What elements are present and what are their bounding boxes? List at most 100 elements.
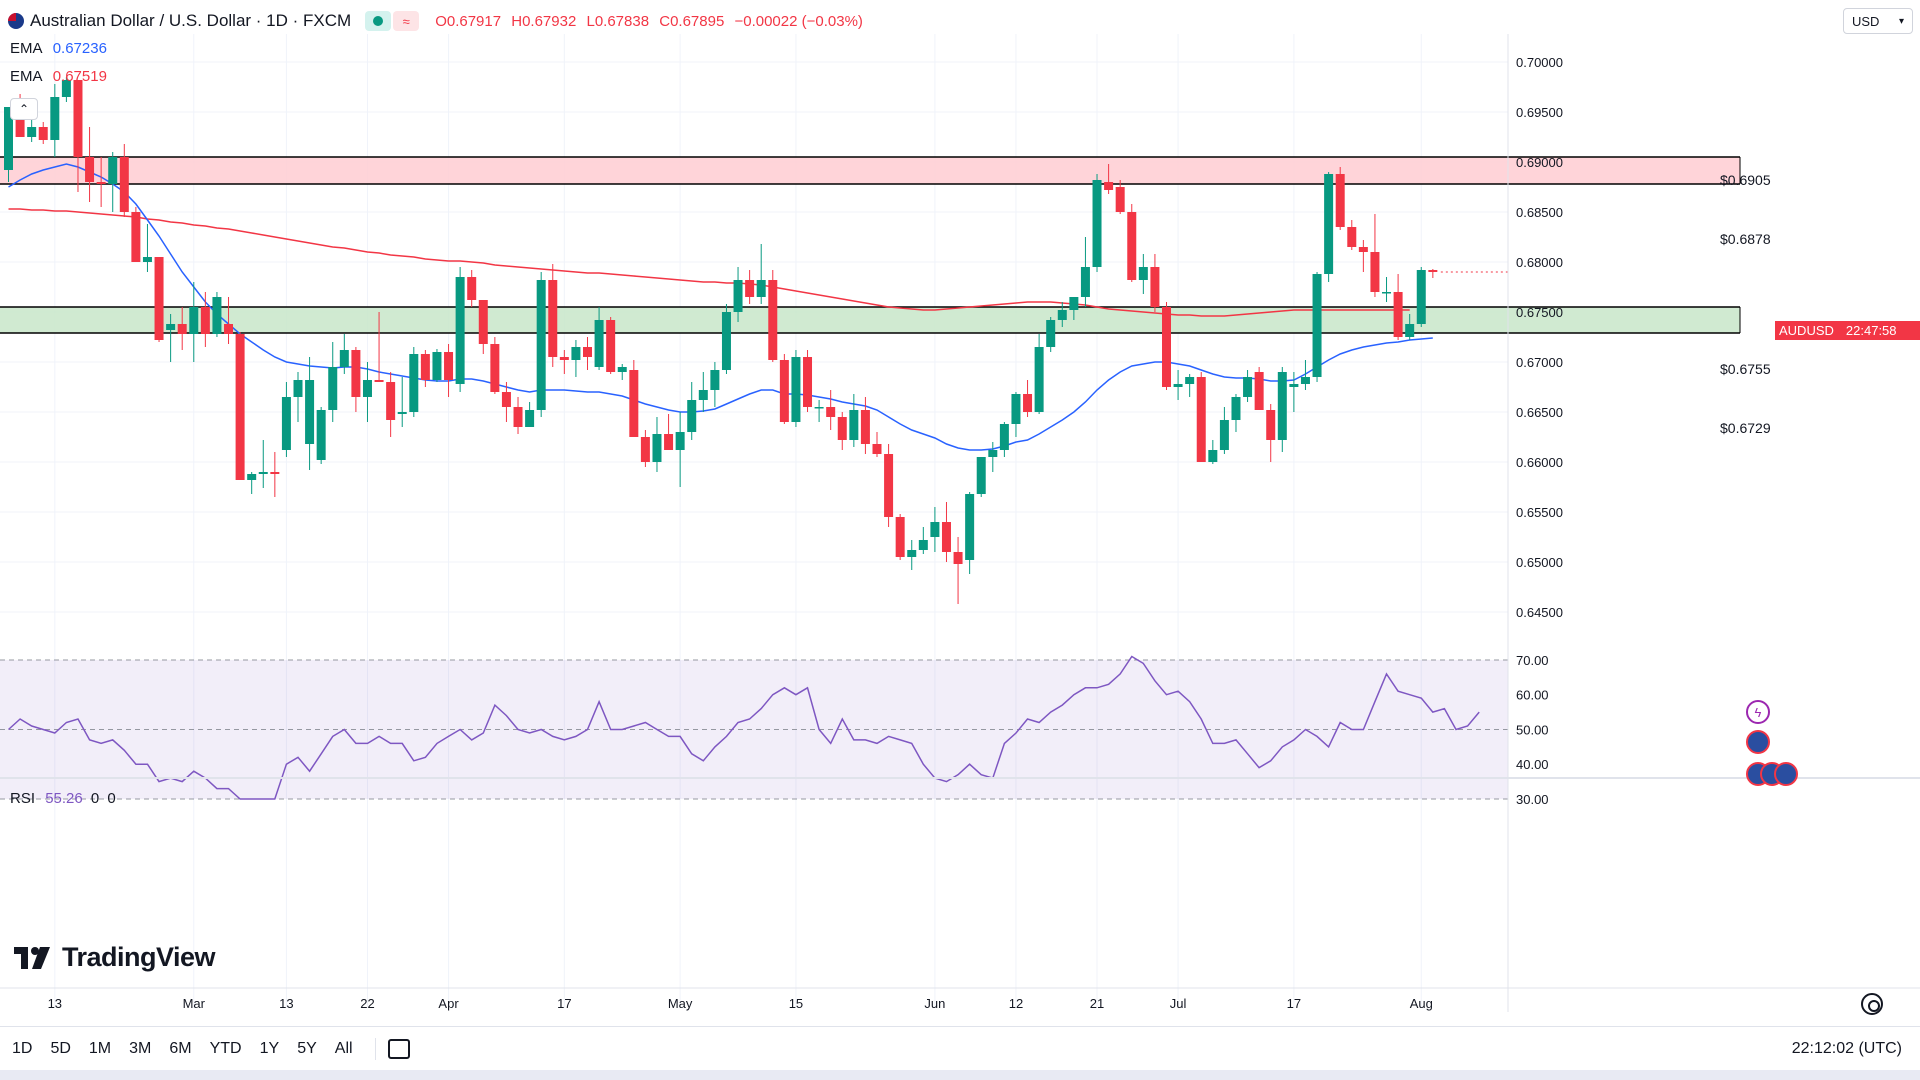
ema-slow-value: 0.67519 <box>52 68 107 85</box>
bear-candle <box>444 344 454 397</box>
candle-body <box>478 300 488 344</box>
candle-body <box>953 552 963 564</box>
bull-candle <box>142 224 152 272</box>
timeframe-3m[interactable]: 3M <box>129 1039 152 1057</box>
bear-candle <box>177 307 187 350</box>
candle-body <box>397 412 407 414</box>
candle-body <box>61 80 71 97</box>
candle-body <box>432 352 442 380</box>
price-tag-time: 22:47:58 <box>1845 323 1897 338</box>
candle-body <box>1300 377 1310 384</box>
candle-body <box>1277 372 1287 440</box>
candle-body <box>1023 394 1033 412</box>
bear-candle <box>235 332 245 480</box>
bull-candle <box>339 334 349 374</box>
candle-body <box>142 257 152 262</box>
tradingview-logo[interactable]: TradingView <box>14 942 216 973</box>
collapse-legend-button[interactable]: ⌃ <box>10 98 38 120</box>
bull-candle <box>212 292 222 337</box>
candle-body <box>1370 252 1380 292</box>
ema-fast-legend[interactable]: EMA 0.67236 <box>10 40 107 57</box>
candle-body <box>640 437 650 462</box>
candle-body <box>860 410 870 444</box>
candle-body <box>594 320 604 367</box>
candle-body <box>4 107 13 170</box>
bull-candle <box>1034 334 1044 414</box>
candle-body <box>1428 270 1438 272</box>
currency-selector[interactable]: USD ▾ <box>1843 8 1913 34</box>
bull-candle <box>1069 297 1079 320</box>
time-tick-label: Jun <box>924 996 945 1011</box>
bull-candle <box>1011 392 1021 437</box>
bear-candle <box>779 354 789 424</box>
bull-candle <box>930 507 940 552</box>
support-bottom-label: $0.6729 <box>1720 420 1771 436</box>
candle-body <box>409 354 419 412</box>
bear-candle <box>96 157 106 207</box>
timeframe-1d[interactable]: 1D <box>12 1039 33 1057</box>
bear-candle <box>1127 204 1137 282</box>
rsi-legend[interactable]: RSI 55.26 0 0 <box>10 790 116 807</box>
candle-body <box>559 357 569 360</box>
bull-candle <box>27 117 37 142</box>
bear-candle <box>1254 367 1264 410</box>
price-tick-label: 0.66000 <box>1516 455 1563 470</box>
timeframe-1y[interactable]: 1Y <box>259 1039 280 1057</box>
open-value: O0.67917 <box>435 12 502 30</box>
time-tick-label: Jul <box>1170 996 1187 1011</box>
timeframe-1m[interactable]: 1M <box>88 1039 112 1057</box>
candle-body <box>1196 377 1206 462</box>
price-tick-label: 0.67500 <box>1516 305 1563 320</box>
utc-clock[interactable]: 22:12:02 (UTC) <box>1791 1039 1902 1057</box>
bull-candle <box>1138 254 1148 294</box>
bull-candle <box>61 77 71 102</box>
price-tick-label: 0.65500 <box>1516 505 1563 520</box>
timeframe-ytd[interactable]: YTD <box>209 1039 242 1057</box>
price-tick-label: 0.69000 <box>1516 155 1563 170</box>
market-open-icon[interactable] <box>365 11 392 31</box>
bull-candle <box>409 347 419 417</box>
timeframe-5y[interactable]: 5Y <box>297 1039 317 1057</box>
time-tick-label: Apr <box>438 996 459 1011</box>
bull-candle <box>362 362 372 422</box>
candle-body <box>513 407 523 427</box>
lightning-event-icon[interactable]: ϟ <box>1746 700 1770 724</box>
bull-candle <box>189 282 199 362</box>
wave-icon[interactable]: ≈ <box>393 11 420 31</box>
calendar-icon[interactable] <box>387 1038 410 1059</box>
bull-candle <box>1219 407 1229 454</box>
candle-body <box>212 297 222 334</box>
candle-body <box>85 157 95 182</box>
bear-candle <box>941 502 951 562</box>
chart-canvas[interactable]: 0.70000 0.69500 0.69000 0.68500 0.68000 0.675… <box>0 0 1920 1026</box>
bull-candle <box>1092 174 1102 272</box>
timeframe-6m[interactable]: 6M <box>169 1039 192 1057</box>
bear-candle <box>884 444 894 527</box>
ema-slow-legend[interactable]: EMA 0.67519 <box>10 68 107 85</box>
bull-candle <box>1080 237 1090 307</box>
bear-candle <box>953 537 963 604</box>
bull-candle <box>652 417 662 472</box>
settings-gear-icon[interactable] <box>1861 993 1883 1015</box>
us-event-icon-3[interactable] <box>1774 762 1798 786</box>
candle-body <box>1150 267 1160 307</box>
support-top-label: $0.6755 <box>1720 361 1771 377</box>
au-event-icon[interactable] <box>1746 730 1770 754</box>
candle-body <box>235 334 245 480</box>
timeframe-5d[interactable]: 5D <box>50 1039 71 1057</box>
rsi-value: 55.26 <box>45 790 83 807</box>
bear-candle <box>837 412 847 450</box>
candle-body <box>166 324 176 330</box>
currency-label: USD <box>1852 13 1880 29</box>
timeframe-all[interactable]: All <box>334 1039 353 1057</box>
candle-body <box>73 80 83 157</box>
candle-body <box>1173 384 1183 387</box>
symbol-title[interactable]: Australian Dollar / U.S. Dollar · 1D · F… <box>30 11 352 30</box>
bull-candle <box>328 342 338 422</box>
bear-candle <box>1335 167 1345 230</box>
rsi-tick-label: 60.00 <box>1516 688 1549 703</box>
symbol-header: Australian Dollar / U.S. Dollar · 1D · F… <box>8 8 869 34</box>
candle-body <box>1416 270 1426 324</box>
bull-candle <box>108 152 118 212</box>
bear-candle <box>745 270 755 304</box>
